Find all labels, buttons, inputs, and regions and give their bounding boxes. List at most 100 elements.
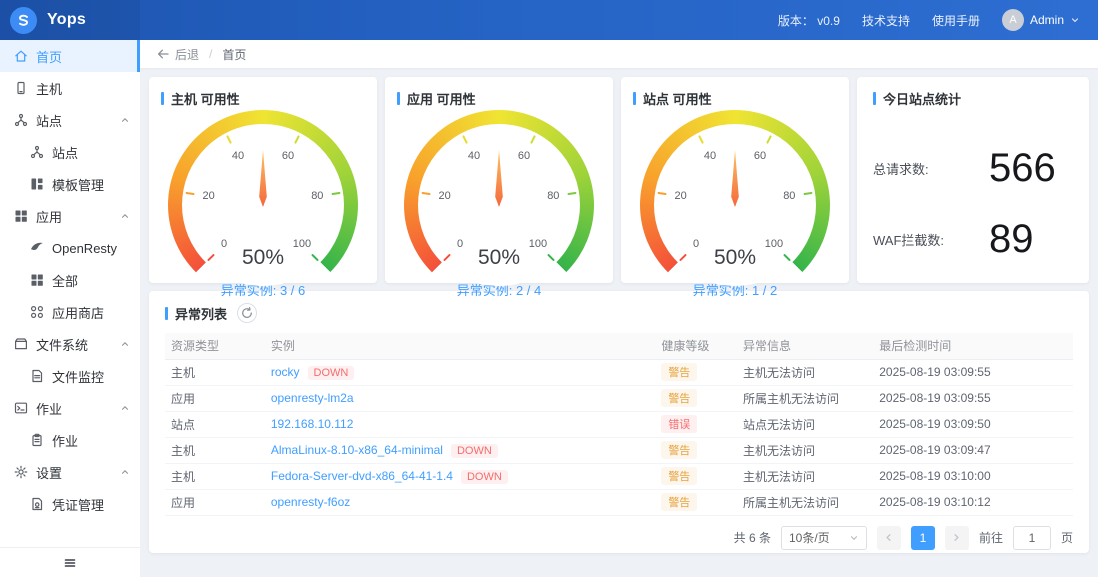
sidebar-item-label: OpenResty bbox=[52, 240, 118, 256]
gauge-tick-label: 60 bbox=[753, 149, 767, 162]
back-button[interactable]: 后退 bbox=[156, 46, 199, 63]
instance-link[interactable]: rocky bbox=[270, 364, 300, 379]
instance-link[interactable]: AlmaLinux-8.10-x86_64-minimal bbox=[270, 442, 443, 457]
card-title: 异常列表 bbox=[165, 304, 227, 323]
chevron-up-icon bbox=[120, 211, 130, 221]
sidebar-item-template-management[interactable]: 模板管理 bbox=[0, 168, 140, 200]
sidebar-item-hosts[interactable]: 主机 bbox=[0, 72, 140, 104]
health-badge: 错误 bbox=[661, 415, 698, 433]
abnormal-list-card: 异常列表 资源类型 实例 健康等级 异常信息 最后检测时间 bbox=[149, 291, 1089, 553]
gauge-tick-label: 100 bbox=[292, 237, 312, 250]
sidebar-group-label: 应用 bbox=[36, 209, 63, 225]
cell-time: 2025-08-19 03:09:47 bbox=[873, 437, 1073, 464]
sidebar-group-label: 作业 bbox=[36, 401, 63, 417]
sidebar-group-label: 设置 bbox=[36, 465, 63, 481]
total-count: 共 6 条 bbox=[733, 531, 771, 545]
user-menu[interactable]: A Admin bbox=[1001, 9, 1080, 31]
col-instance: 实例 bbox=[264, 333, 656, 360]
avatar: A bbox=[1001, 9, 1024, 31]
gauge-value: 50% bbox=[713, 246, 757, 269]
chevron-left-icon bbox=[883, 532, 894, 543]
gauge-value: 50% bbox=[241, 246, 285, 269]
sidebar-item-label: 首页 bbox=[36, 49, 63, 65]
metrics: 总请求数: 566 WAF拦截数: 89 bbox=[873, 146, 1073, 262]
sidebar-item-jobs[interactable]: 作业 bbox=[0, 424, 140, 456]
health-badge: 警告 bbox=[661, 389, 698, 407]
sidebar-collapse-button[interactable] bbox=[0, 547, 140, 577]
instance-link[interactable]: 192.168.10.112 bbox=[270, 417, 354, 431]
card-title: 应用 可用性 bbox=[397, 89, 601, 108]
sidebar-group-settings[interactable]: 设置 bbox=[0, 456, 140, 488]
prev-page-button[interactable] bbox=[876, 525, 901, 550]
col-abnormal-info: 异常信息 bbox=[737, 333, 874, 360]
sitemap-icon bbox=[14, 113, 28, 127]
goto-page-input[interactable] bbox=[1012, 525, 1051, 550]
page-number-button[interactable]: 1 bbox=[910, 525, 935, 550]
gauge-tick-label: 20 bbox=[202, 190, 215, 203]
abnormal-table: 资源类型 实例 健康等级 异常信息 最后检测时间 主机 rocky DOWN 警告… bbox=[165, 333, 1073, 516]
refresh-button[interactable] bbox=[237, 303, 258, 323]
cell-message: 主机无法访问 bbox=[737, 359, 874, 386]
sidebar-group-label: 文件系统 bbox=[36, 337, 89, 353]
chevron-right-icon bbox=[951, 532, 962, 543]
user-manual-link[interactable]: 使用手册 bbox=[931, 13, 980, 28]
sidebar-item-file-monitor[interactable]: 文件监控 bbox=[0, 360, 140, 392]
job-doc-icon bbox=[30, 433, 44, 447]
title-accent-bar bbox=[873, 92, 876, 105]
app-title: Yops bbox=[47, 11, 87, 28]
user-name: Admin bbox=[1029, 13, 1064, 27]
host-icon bbox=[14, 81, 28, 95]
tech-support-link[interactable]: 技术支持 bbox=[861, 13, 910, 28]
openresty-icon bbox=[30, 241, 44, 255]
instance-link[interactable]: openresty-lm2a bbox=[270, 391, 354, 405]
host-availability-gauge: 50% 0 20 40 60 80 100 bbox=[168, 110, 358, 300]
col-last-check-time: 最后检测时间 bbox=[873, 333, 1073, 360]
yops-logo-icon bbox=[10, 6, 37, 34]
appstore-icon bbox=[30, 305, 44, 319]
sidebar-item-all-apps[interactable]: 全部 bbox=[0, 264, 140, 296]
sidebar-item-label: 站点 bbox=[52, 145, 79, 161]
cell-time: 2025-08-19 03:10:00 bbox=[873, 463, 1073, 490]
gauge-tick-label: 40 bbox=[467, 149, 481, 162]
instance-link[interactable]: Fedora-Server-dvd-x86_64-41-1.4 bbox=[270, 468, 453, 483]
sidebar-group-applications[interactable]: 应用 bbox=[0, 200, 140, 232]
metric-value: 89 bbox=[989, 217, 1034, 261]
breadcrumb: 后退 / 首页 bbox=[140, 40, 1098, 68]
sidebar-item-label: 应用商店 bbox=[52, 305, 105, 321]
health-badge: 警告 bbox=[661, 467, 698, 485]
chevron-up-icon bbox=[120, 339, 130, 349]
sidebar-item-openresty[interactable]: OpenResty bbox=[0, 232, 140, 264]
sidebar-item-app-store[interactable]: 应用商店 bbox=[0, 296, 140, 328]
gauge-tick-label: 100 bbox=[528, 237, 548, 250]
sidebar-group-sites[interactable]: 站点 bbox=[0, 104, 140, 136]
instance-link[interactable]: openresty-f6oz bbox=[270, 495, 351, 509]
sidebar-item-label: 作业 bbox=[52, 433, 79, 449]
sidebar-item-home[interactable]: 首页 bbox=[0, 40, 140, 72]
sidebar: 首页 主机 站点 站点 模板管理 应用 OpenResty bbox=[0, 40, 140, 577]
sidebar-group-filesystem[interactable]: 文件系统 bbox=[0, 328, 140, 360]
table-row: 主机 rocky DOWN 警告 主机无法访问 2025-08-19 03:09:… bbox=[165, 359, 1073, 386]
cell-message: 主机无法访问 bbox=[737, 463, 874, 490]
breadcrumb-separator: / bbox=[209, 47, 213, 61]
cell-time: 2025-08-19 03:10:12 bbox=[873, 489, 1073, 516]
table-row: 站点 192.168.10.112 错误 站点无法访问 2025-08-19 0… bbox=[165, 411, 1073, 438]
cell-instance: rocky DOWN bbox=[264, 359, 656, 386]
cell-type: 应用 bbox=[165, 385, 265, 412]
next-page-button[interactable] bbox=[944, 525, 969, 550]
sidebar-group-jobs[interactable]: 作业 bbox=[0, 392, 140, 424]
cell-message: 所属主机无法访问 bbox=[737, 385, 874, 412]
cell-instance: AlmaLinux-8.10-x86_64-minimal DOWN bbox=[264, 437, 656, 464]
logo-area[interactable]: Yops bbox=[0, 0, 140, 40]
header-nav: 版本： v0.9 技术支持 使用手册 A Admin bbox=[778, 9, 1098, 31]
col-health-level: 健康等级 bbox=[655, 333, 738, 360]
sidebar-item-sites[interactable]: 站点 bbox=[0, 136, 140, 168]
page-size-select[interactable]: 10条/页 bbox=[780, 525, 867, 550]
filesystem-icon bbox=[14, 337, 28, 351]
title-accent-bar bbox=[165, 306, 168, 320]
cell-type: 站点 bbox=[165, 411, 265, 438]
gauge-tick-label: 0 bbox=[457, 237, 464, 250]
gauge-tick-label: 20 bbox=[438, 190, 451, 203]
sidebar-item-credentials[interactable]: 凭证管理 bbox=[0, 488, 140, 520]
down-badge: DOWN bbox=[460, 469, 508, 484]
